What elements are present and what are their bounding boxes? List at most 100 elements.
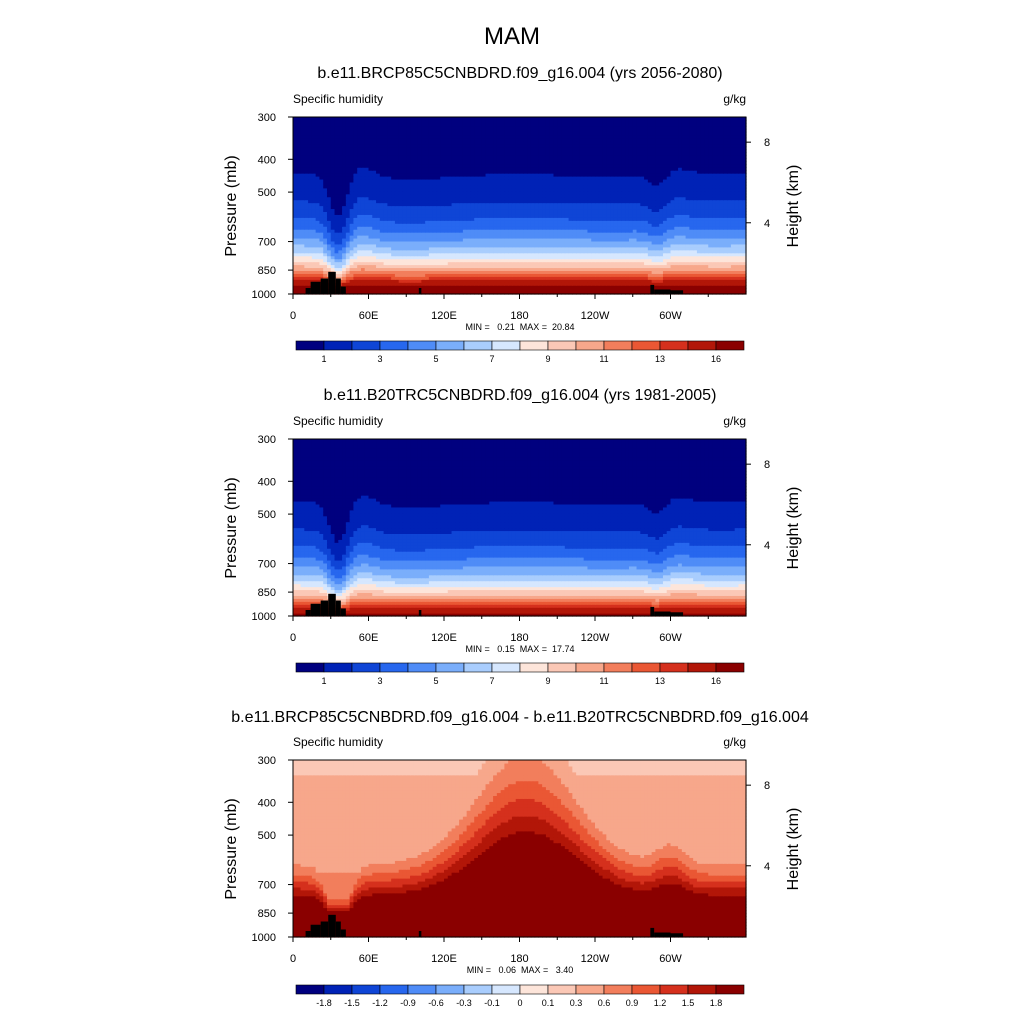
field-cell bbox=[413, 279, 419, 283]
field-cell bbox=[666, 252, 672, 257]
field-cell bbox=[632, 291, 638, 295]
field-cell bbox=[595, 291, 600, 295]
field-cell bbox=[444, 261, 449, 266]
field-cell bbox=[444, 276, 449, 280]
field-cell bbox=[602, 270, 607, 274]
field-cell bbox=[606, 279, 611, 283]
field-cell bbox=[300, 273, 305, 277]
field-cell bbox=[666, 279, 672, 283]
field-cell bbox=[704, 258, 709, 263]
field-cell bbox=[625, 288, 630, 292]
field-cell bbox=[734, 291, 740, 295]
field-cell bbox=[568, 258, 573, 263]
field-cell bbox=[330, 255, 336, 260]
field-cell bbox=[504, 288, 509, 292]
field-cell bbox=[742, 279, 747, 283]
field-cell bbox=[602, 279, 607, 283]
field-cell bbox=[493, 282, 498, 286]
field-cell bbox=[738, 264, 743, 269]
field-cell bbox=[293, 288, 298, 292]
field-cell bbox=[338, 270, 343, 274]
field-cell bbox=[610, 267, 615, 271]
field-cell bbox=[602, 288, 607, 292]
field-cell bbox=[587, 267, 592, 271]
field-cell bbox=[508, 267, 513, 271]
field-cell bbox=[402, 282, 407, 286]
field-cell bbox=[481, 252, 487, 257]
field-cell bbox=[394, 282, 400, 286]
field-cell bbox=[304, 267, 309, 271]
field-cell bbox=[708, 291, 713, 295]
field-cell bbox=[372, 285, 377, 289]
field-cell bbox=[406, 261, 411, 266]
field-cell bbox=[451, 270, 456, 274]
field-cell bbox=[595, 255, 600, 260]
field-cell bbox=[296, 258, 302, 263]
field-cell bbox=[576, 252, 581, 257]
field-cell bbox=[470, 261, 475, 266]
field-cell bbox=[319, 273, 324, 277]
field-cell bbox=[662, 285, 668, 289]
field-cell bbox=[379, 267, 385, 271]
field-cell bbox=[602, 276, 607, 280]
field-cell bbox=[387, 276, 392, 280]
field-cell bbox=[474, 261, 479, 266]
field-cell bbox=[391, 270, 396, 274]
field-cell bbox=[462, 273, 468, 277]
field-cell bbox=[376, 291, 381, 295]
field-cell bbox=[651, 279, 657, 283]
field-cell bbox=[342, 282, 347, 286]
field-cell bbox=[481, 273, 487, 277]
field-cell bbox=[723, 288, 728, 292]
field-cell bbox=[379, 258, 385, 263]
field-cell bbox=[693, 276, 698, 280]
field-cell bbox=[613, 273, 619, 277]
field-cell bbox=[293, 291, 298, 295]
field-cell bbox=[402, 255, 407, 260]
field-cell bbox=[723, 270, 728, 274]
field-cell bbox=[477, 282, 483, 286]
field-cell bbox=[704, 273, 709, 277]
field-cell bbox=[296, 267, 302, 271]
field-cell bbox=[345, 255, 351, 260]
field-cell bbox=[640, 285, 645, 289]
field-cell bbox=[387, 258, 392, 263]
field-cell bbox=[474, 285, 479, 289]
field-cell bbox=[504, 261, 509, 266]
field-cell bbox=[561, 252, 566, 257]
field-cell bbox=[410, 279, 415, 283]
field-cell bbox=[704, 279, 709, 283]
field-cell bbox=[561, 264, 566, 269]
field-cell bbox=[444, 267, 449, 271]
field-cell bbox=[364, 252, 370, 257]
field-cell bbox=[428, 252, 434, 257]
field-cell bbox=[481, 276, 487, 280]
field-cell bbox=[591, 261, 596, 266]
field-cell bbox=[712, 285, 717, 289]
field-cell bbox=[425, 264, 430, 269]
field-cell bbox=[394, 255, 400, 260]
field-cell bbox=[610, 273, 615, 277]
field-cell bbox=[640, 279, 645, 283]
field-cell bbox=[493, 267, 498, 271]
field-cell bbox=[462, 288, 468, 292]
field-cell bbox=[606, 288, 611, 292]
field-cell bbox=[576, 255, 581, 260]
field-cell bbox=[659, 270, 664, 274]
field-cell bbox=[447, 258, 453, 263]
field-cell bbox=[489, 252, 494, 257]
field-cell bbox=[466, 267, 472, 271]
field-cell bbox=[489, 264, 494, 269]
field-cell bbox=[651, 258, 657, 263]
field-cell bbox=[330, 264, 336, 269]
field-cell bbox=[511, 255, 517, 260]
field-cell bbox=[504, 264, 509, 269]
field-cell bbox=[432, 285, 438, 289]
field-cell bbox=[712, 255, 717, 260]
field-cell bbox=[696, 276, 702, 280]
field-cell bbox=[304, 252, 309, 257]
field-cell bbox=[349, 270, 355, 274]
field-cell bbox=[334, 267, 339, 271]
field-cell bbox=[296, 252, 302, 257]
field-cell bbox=[466, 270, 472, 274]
